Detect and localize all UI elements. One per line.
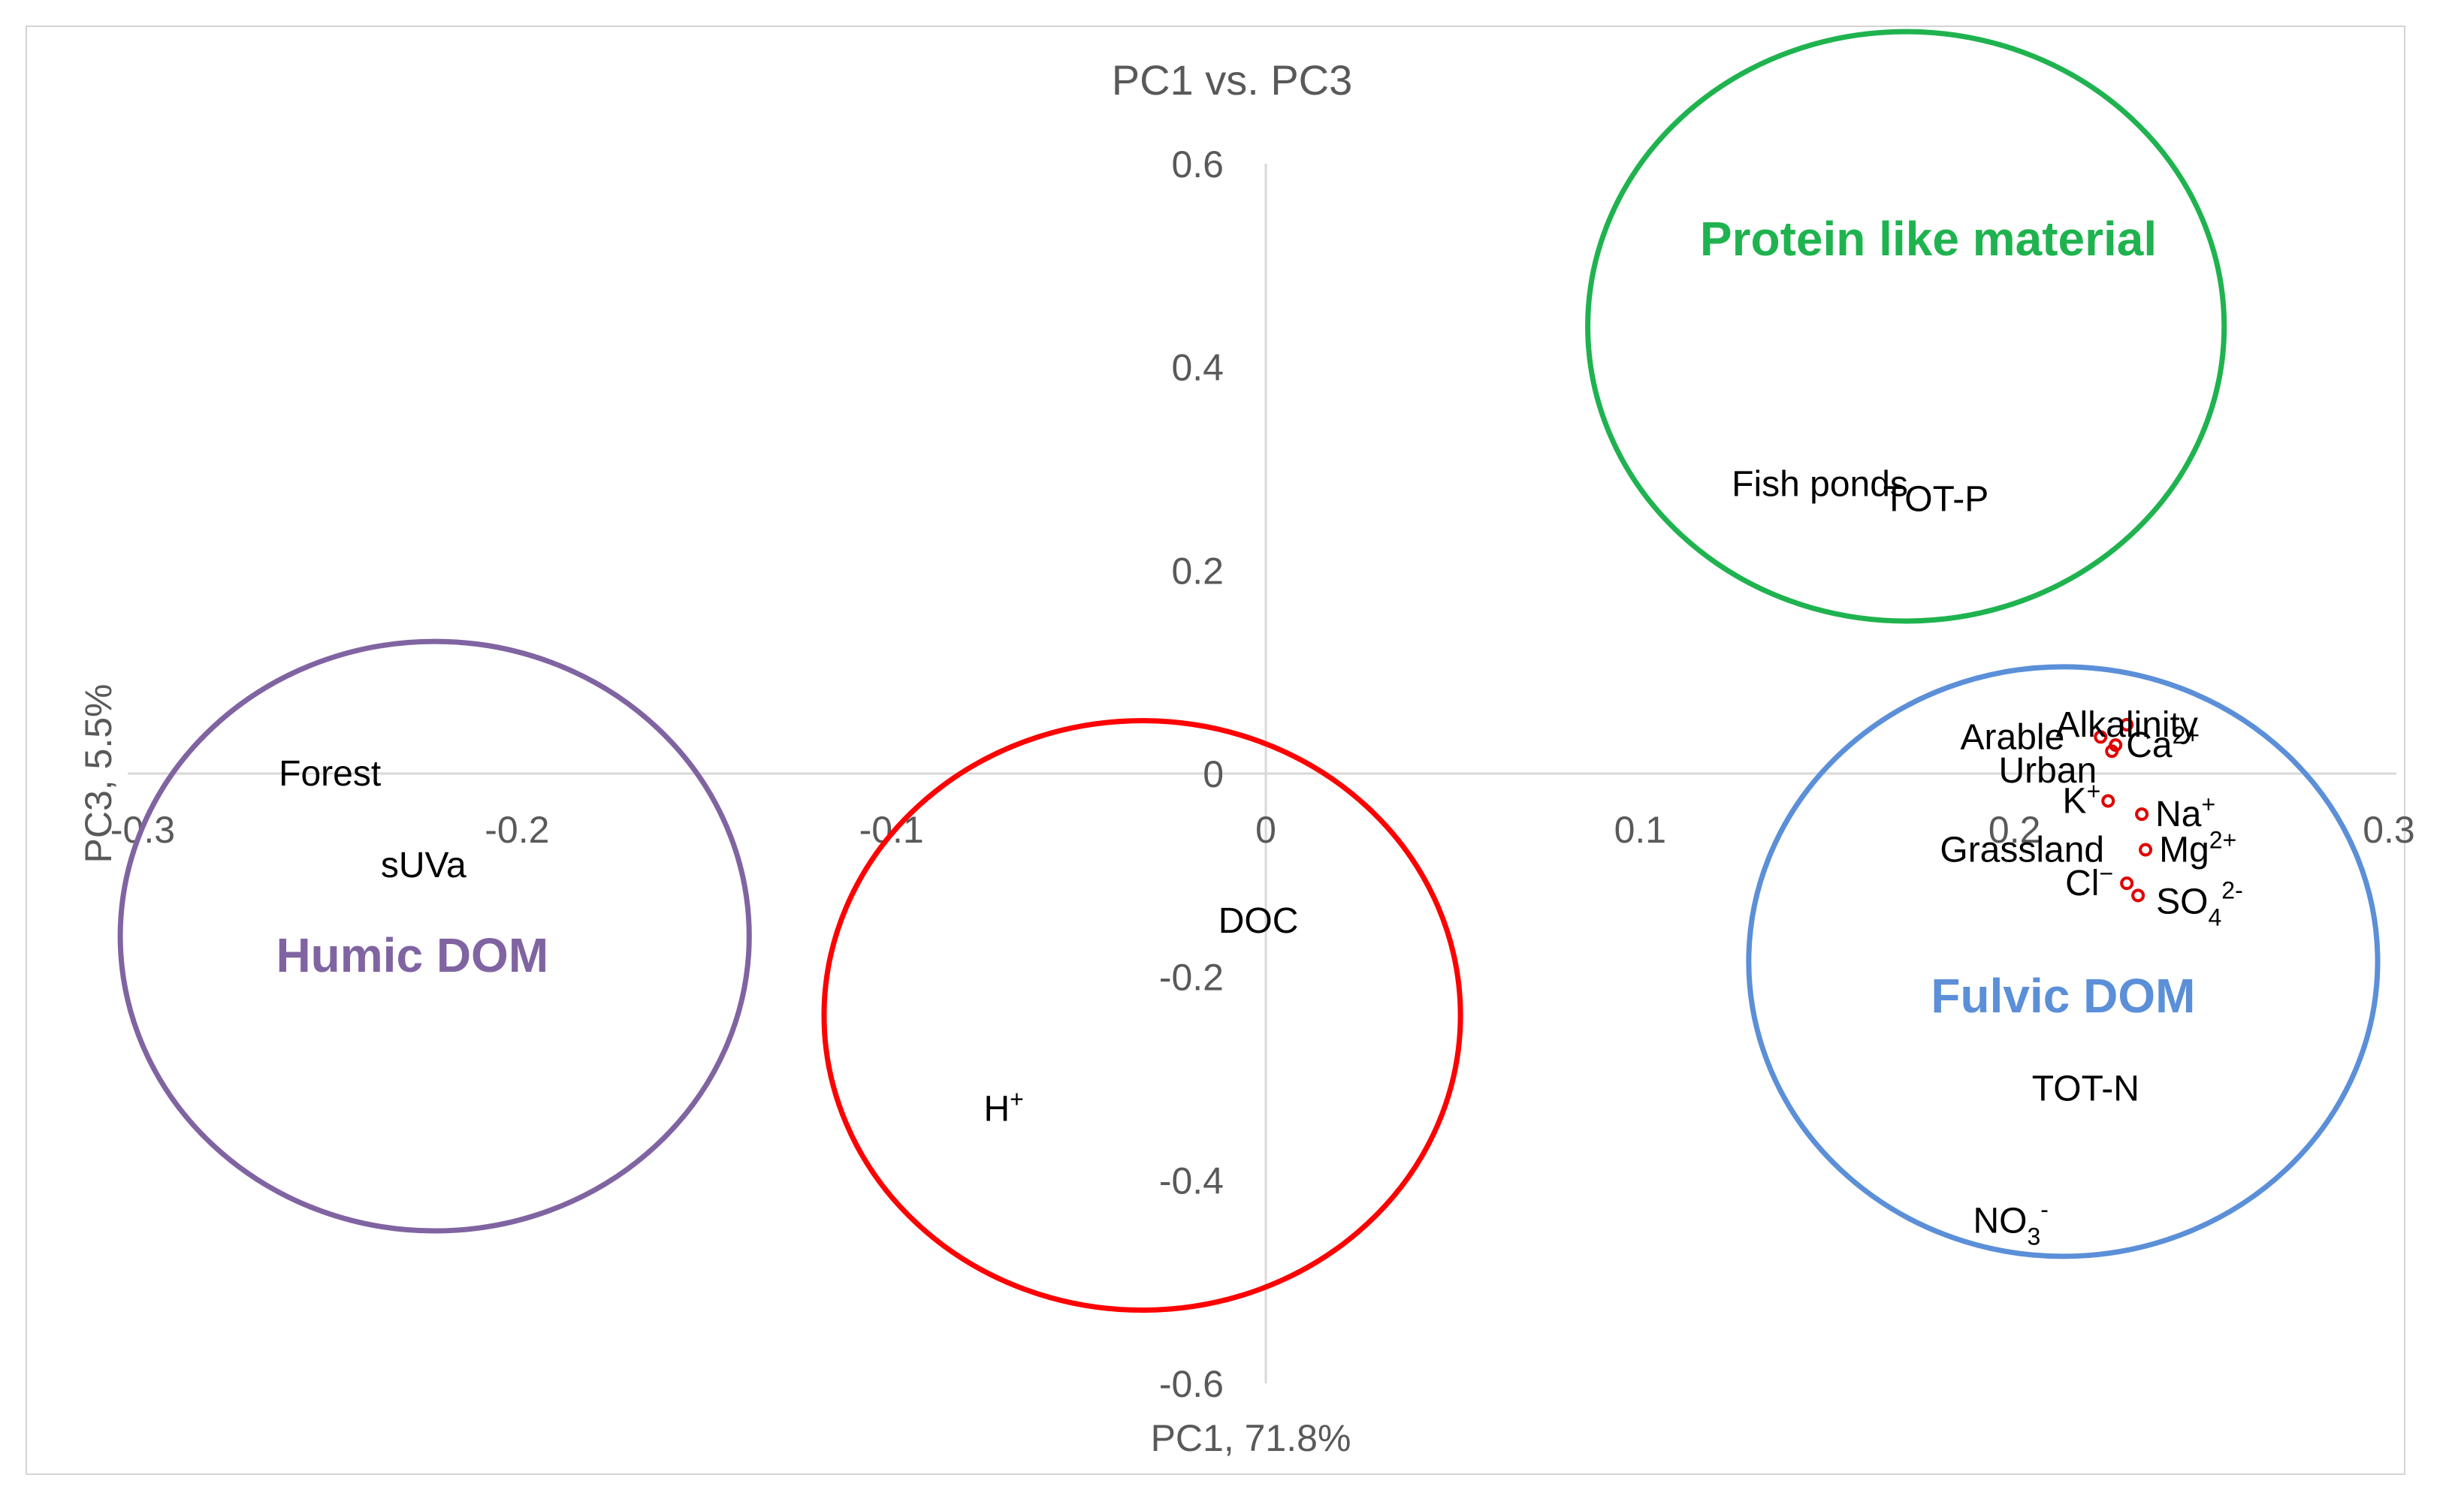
x-tick-label: 0 [1255, 809, 1276, 851]
group-ellipse [117, 638, 752, 1234]
x-tick-label: 0.1 [1614, 809, 1667, 851]
group-ellipse [1746, 664, 2381, 1259]
point-label-na: Na+ [2155, 791, 2215, 834]
y-tick-label: -0.6 [1159, 1363, 1224, 1405]
x-tick-label: -0.2 [485, 809, 549, 851]
data-point-marker [2135, 807, 2149, 822]
point-label-forest: Forest [279, 754, 381, 794]
data-point-marker [2120, 876, 2134, 891]
y-tick-label: 0.4 [1171, 347, 1224, 389]
y-tick-label: 0.6 [1171, 143, 1224, 185]
point-label-urban: Urban [1998, 751, 2097, 791]
y-axis-title: PC3, 5.5% [77, 683, 119, 863]
data-point-marker [2139, 843, 2153, 857]
point-label-h-plus: H+ [983, 1086, 1023, 1130]
group-label-protein: Protein like material [1700, 212, 2157, 266]
x-tick-label: 0.2 [1988, 809, 2041, 851]
point-label-so4: SO42- [2156, 876, 2243, 930]
point-label-grassland: Grassland [1940, 831, 2104, 870]
point-label-suva: sUVa [381, 846, 467, 885]
point-label-mg: Mg2+ [2159, 827, 2236, 870]
data-point-marker [2131, 888, 2145, 903]
y-tick-label: 0.2 [1171, 550, 1224, 592]
point-label-doc: DOC [1218, 901, 1299, 941]
chart-title: PC1 vs. PC3 [1112, 56, 1353, 104]
y-tick-label: -0.4 [1159, 1160, 1224, 1202]
chart-frame [26, 26, 2405, 1475]
point-label-cl: Cl− [2065, 860, 2113, 903]
data-point-marker [2105, 744, 2119, 759]
point-label-no3: NO3- [1973, 1196, 2048, 1250]
point-label-k: K+ [2063, 778, 2101, 822]
y-tick-label: -0.2 [1159, 957, 1224, 999]
x-tick-label: -0.1 [859, 809, 924, 851]
x-tick-label: 0.3 [2363, 809, 2415, 851]
group-ellipse [821, 718, 1463, 1313]
point-label-tot-n: TOT-N [2032, 1069, 2139, 1109]
data-point-marker [2094, 730, 2108, 744]
point-label-tot-p: TOT-P [1883, 480, 1988, 520]
point-label-alkalinity: Alkalinity [2055, 705, 2197, 745]
point-label-arable: Arable [1961, 717, 2065, 757]
group-label-fulvic: Fulvic DOM [1931, 969, 2195, 1023]
x-axis-title: PC1, 71.8% [1151, 1417, 1351, 1459]
data-point-marker [2120, 718, 2134, 732]
point-label-fish-ponds: Fish ponds [1732, 464, 1908, 504]
data-point-marker [2101, 794, 2115, 808]
group-label-humic: Humic DOM [276, 928, 548, 982]
point-label-ca: Ca2+ [2126, 722, 2200, 765]
group-ellipse [1585, 29, 2227, 624]
y-tick-label: 0 [1203, 753, 1224, 795]
